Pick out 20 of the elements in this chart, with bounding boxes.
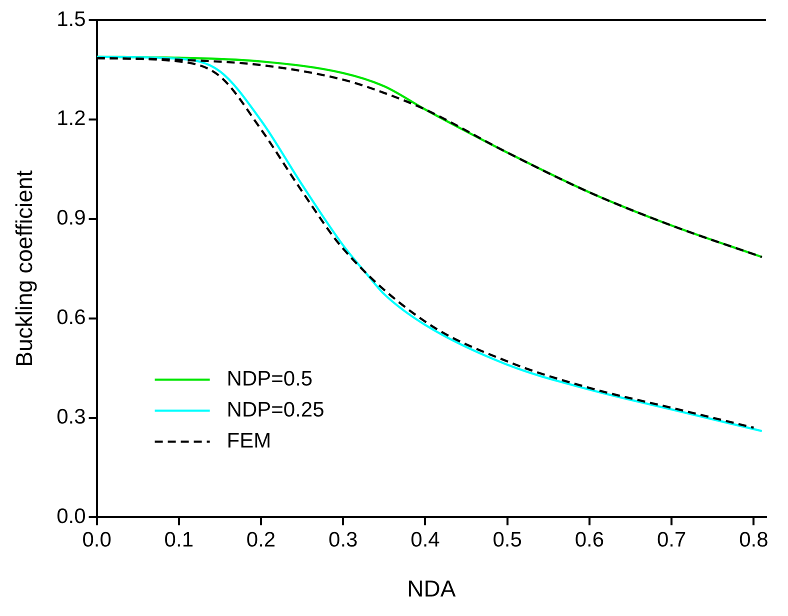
y-tick-label: 0.9 — [56, 206, 86, 230]
x-axis-title: NDA — [407, 576, 456, 602]
x-tick-label: 0.6 — [574, 528, 604, 552]
x-tick-label: 0.5 — [492, 528, 522, 552]
x-tick-label: 0.7 — [656, 528, 686, 552]
x-tick-label: 0.3 — [328, 528, 358, 552]
x-tick-label: 0.8 — [739, 528, 768, 552]
legend-label: FEM — [226, 429, 272, 452]
legend-label: NDP=0.25 — [226, 398, 324, 422]
x-tick-label: 0.4 — [410, 528, 440, 552]
y-tick-label: 1.5 — [56, 8, 86, 31]
y-tick-label: 0.3 — [56, 406, 86, 429]
y-tick-label: 0.0 — [56, 504, 86, 528]
y-tick-label: 1.2 — [56, 107, 86, 130]
legend-label: NDP=0.5 — [226, 367, 313, 390]
x-tick-label: 0.1 — [164, 528, 194, 552]
y-tick-label: 0.6 — [56, 306, 86, 330]
y-axis-title: Buckling coefficient — [11, 170, 38, 367]
x-tick-label: 0.2 — [246, 528, 276, 552]
x-tick-label: 0.0 — [82, 528, 112, 552]
